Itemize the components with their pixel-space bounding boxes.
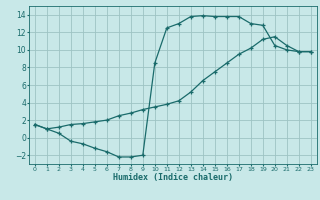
X-axis label: Humidex (Indice chaleur): Humidex (Indice chaleur) bbox=[113, 173, 233, 182]
